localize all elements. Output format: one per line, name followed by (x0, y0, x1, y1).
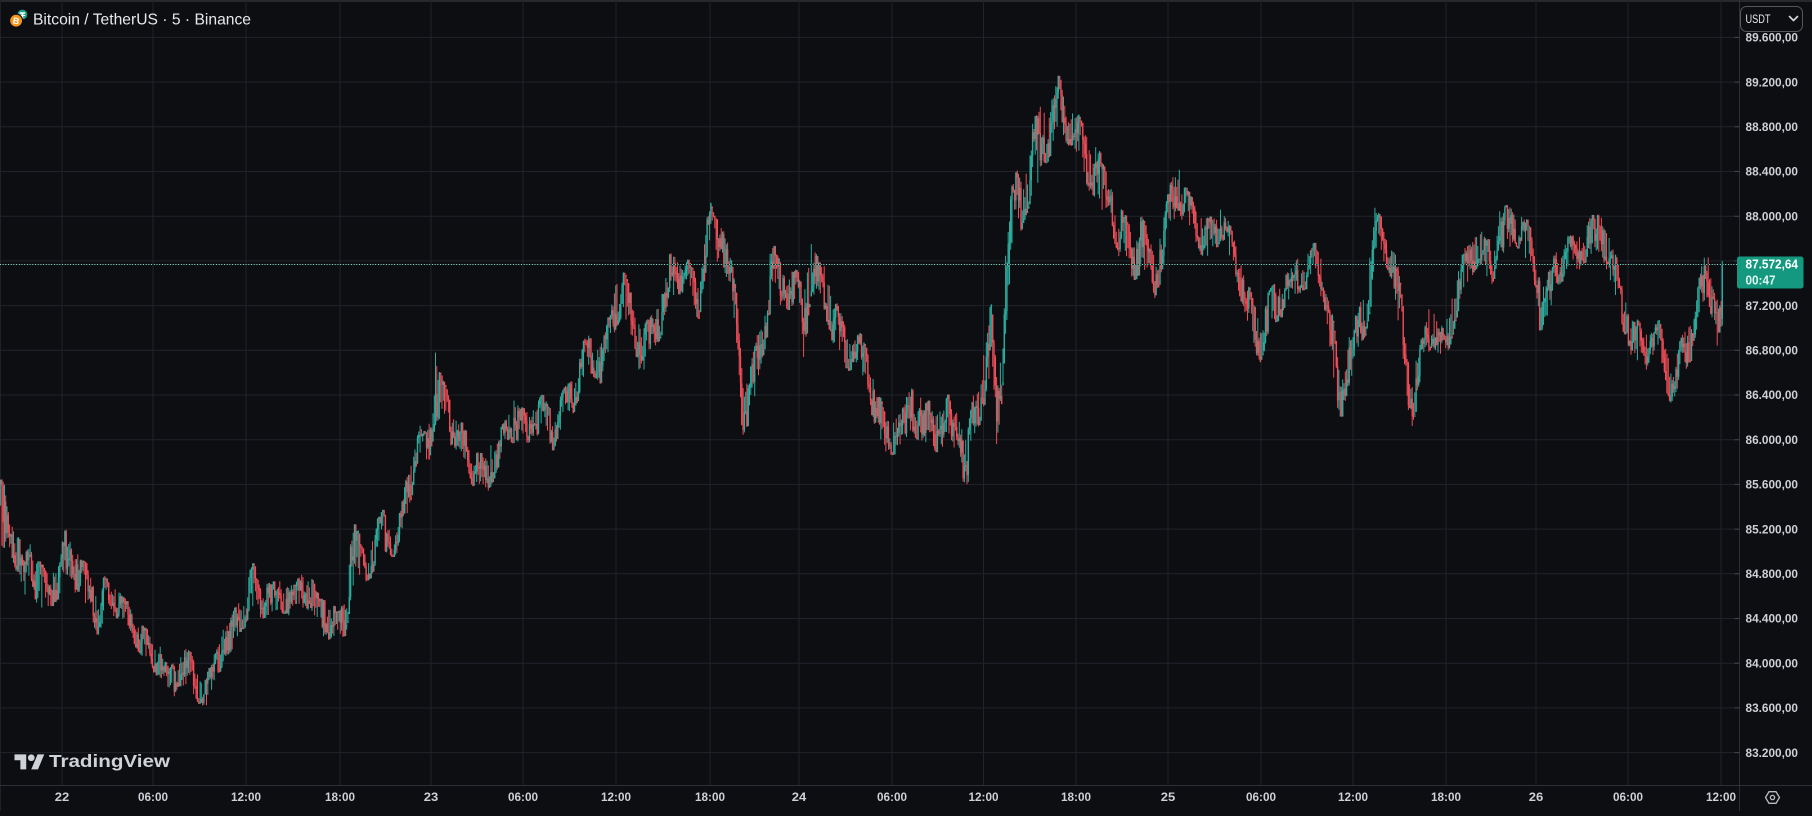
svg-text:86.400,00: 86.400,00 (1746, 388, 1799, 402)
svg-text:B: B (12, 15, 21, 26)
svg-text:06:00: 06:00 (508, 790, 538, 804)
svg-text:12:00: 12:00 (1338, 790, 1368, 804)
svg-text:Bitcoin / TetherUS · 5 · Binan: Bitcoin / TetherUS · 5 · Binance (33, 11, 251, 28)
svg-text:87.200,00: 87.200,00 (1746, 299, 1799, 313)
svg-text:88.800,00: 88.800,00 (1746, 120, 1799, 134)
svg-text:84.000,00: 84.000,00 (1746, 656, 1799, 670)
svg-text:22: 22 (55, 790, 70, 804)
svg-text:12:00: 12:00 (969, 790, 999, 804)
svg-text:24: 24 (792, 790, 807, 804)
svg-text:00:47: 00:47 (1746, 273, 1776, 287)
svg-text:18:00: 18:00 (1061, 790, 1091, 804)
svg-text:85.600,00: 85.600,00 (1746, 478, 1799, 492)
svg-text:06:00: 06:00 (1246, 790, 1276, 804)
svg-text:87.572,64: 87.572,64 (1746, 257, 1799, 271)
svg-text:25: 25 (1161, 790, 1176, 804)
svg-text:18:00: 18:00 (695, 790, 725, 804)
svg-text:84.800,00: 84.800,00 (1746, 567, 1799, 581)
svg-text:23: 23 (424, 790, 439, 804)
svg-text:86.800,00: 86.800,00 (1746, 344, 1799, 358)
svg-text:89.200,00: 89.200,00 (1746, 75, 1799, 89)
svg-text:06:00: 06:00 (138, 790, 168, 804)
svg-text:84.400,00: 84.400,00 (1746, 612, 1799, 626)
svg-text:18:00: 18:00 (325, 790, 355, 804)
svg-text:06:00: 06:00 (1613, 790, 1643, 804)
svg-text:83.200,00: 83.200,00 (1746, 746, 1799, 760)
svg-text:06:00: 06:00 (877, 790, 907, 804)
svg-text:18:00: 18:00 (1431, 790, 1461, 804)
svg-text:88.400,00: 88.400,00 (1746, 165, 1799, 179)
svg-text:TradingView: TradingView (49, 751, 170, 771)
svg-text:88.000,00: 88.000,00 (1746, 209, 1799, 223)
svg-text:86.000,00: 86.000,00 (1746, 433, 1799, 447)
svg-text:83.600,00: 83.600,00 (1746, 701, 1799, 715)
svg-text:USDT: USDT (1746, 12, 1772, 26)
svg-text:12:00: 12:00 (231, 790, 261, 804)
svg-text:85.200,00: 85.200,00 (1746, 522, 1799, 536)
svg-text:12:00: 12:00 (1706, 790, 1736, 804)
svg-text:26: 26 (1529, 790, 1544, 804)
svg-text:89.600,00: 89.600,00 (1746, 31, 1799, 45)
svg-text:12:00: 12:00 (601, 790, 631, 804)
